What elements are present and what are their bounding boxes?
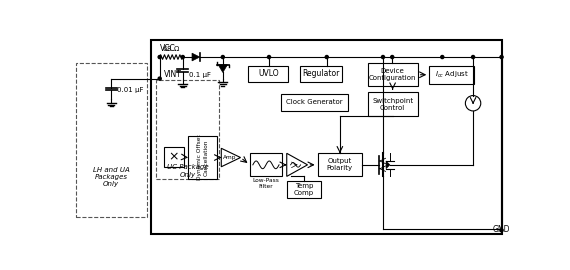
Circle shape [390, 56, 394, 59]
Text: Low-Pass
Filter: Low-Pass Filter [253, 178, 279, 189]
Polygon shape [386, 161, 390, 169]
Text: 0.1 µF: 0.1 µF [189, 72, 211, 78]
Bar [280, 94, 348, 111]
Text: 68 $\Omega$: 68 $\Omega$ [162, 44, 180, 53]
Text: VCC: VCC [160, 44, 176, 53]
Circle shape [325, 56, 328, 59]
Text: Amp: Amp [223, 155, 236, 160]
Circle shape [181, 56, 184, 59]
Bar [429, 66, 474, 84]
Text: $I_{cc}$ Adjust: $I_{cc}$ Adjust [435, 70, 469, 80]
Text: Output
Polarity: Output Polarity [327, 158, 353, 171]
Text: Switchpoint
Control: Switchpoint Control [372, 97, 413, 110]
Bar [368, 92, 418, 116]
Circle shape [441, 56, 444, 59]
Text: Dynamic Offset
Cancellation: Dynamic Offset Cancellation [197, 135, 208, 180]
Circle shape [158, 56, 161, 59]
Bar [287, 181, 321, 198]
Circle shape [381, 56, 385, 59]
Text: LH and UA
Packages
Only: LH and UA Packages Only [93, 167, 129, 187]
Bar [250, 153, 282, 176]
Bar [300, 66, 342, 82]
Text: GND: GND [493, 225, 510, 234]
Text: VINT: VINT [164, 70, 182, 79]
Text: 0.01 µF: 0.01 µF [117, 87, 144, 93]
Bar [317, 153, 362, 176]
Circle shape [158, 77, 161, 80]
Bar [249, 66, 288, 82]
Circle shape [267, 56, 271, 59]
Text: Clock Generator: Clock Generator [286, 99, 343, 106]
Bar [151, 40, 502, 234]
Circle shape [500, 229, 503, 232]
Text: UVLO: UVLO [258, 69, 279, 79]
Bar [156, 80, 219, 179]
Text: ×: × [168, 151, 179, 164]
Text: UC Package
Only: UC Package Only [166, 164, 208, 177]
Bar [188, 136, 217, 179]
Bar [76, 63, 146, 217]
Polygon shape [218, 65, 227, 72]
Polygon shape [192, 53, 199, 61]
Bar [164, 147, 184, 167]
Circle shape [500, 56, 503, 59]
Text: Regulator: Regulator [302, 69, 340, 79]
Circle shape [471, 56, 475, 59]
Text: Temp
Comp: Temp Comp [294, 183, 314, 196]
Circle shape [221, 56, 225, 59]
Text: Device
Configuration: Device Configuration [369, 68, 416, 81]
Bar [368, 63, 418, 86]
